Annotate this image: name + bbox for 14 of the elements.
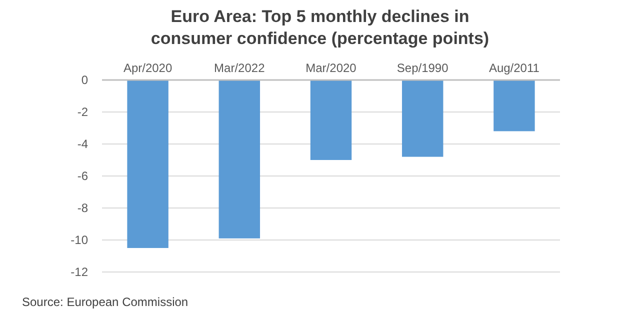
y-tick-label: -10 <box>70 233 88 248</box>
y-tick-label: -2 <box>77 105 88 120</box>
y-tick-label: -6 <box>77 169 88 184</box>
chart-title: Euro Area: Top 5 monthly declines in consumer confidence (percentage points) <box>150 7 490 48</box>
x-tick-label: Mar/2022 <box>214 61 266 75</box>
x-tick-label: Mar/2020 <box>306 61 357 75</box>
x-tick-label: Aug/2011 <box>488 61 540 75</box>
source-note: Source: European Commission <box>22 295 188 309</box>
y-tick-label: 0 <box>81 73 88 88</box>
y-tick-label: -8 <box>77 201 88 216</box>
y-tick-label: -4 <box>77 137 88 152</box>
x-tick-label: Sep/1990 <box>396 61 449 75</box>
y-tick-label: -12 <box>70 265 88 280</box>
x-tick-label: Apr/2020 <box>123 61 172 75</box>
